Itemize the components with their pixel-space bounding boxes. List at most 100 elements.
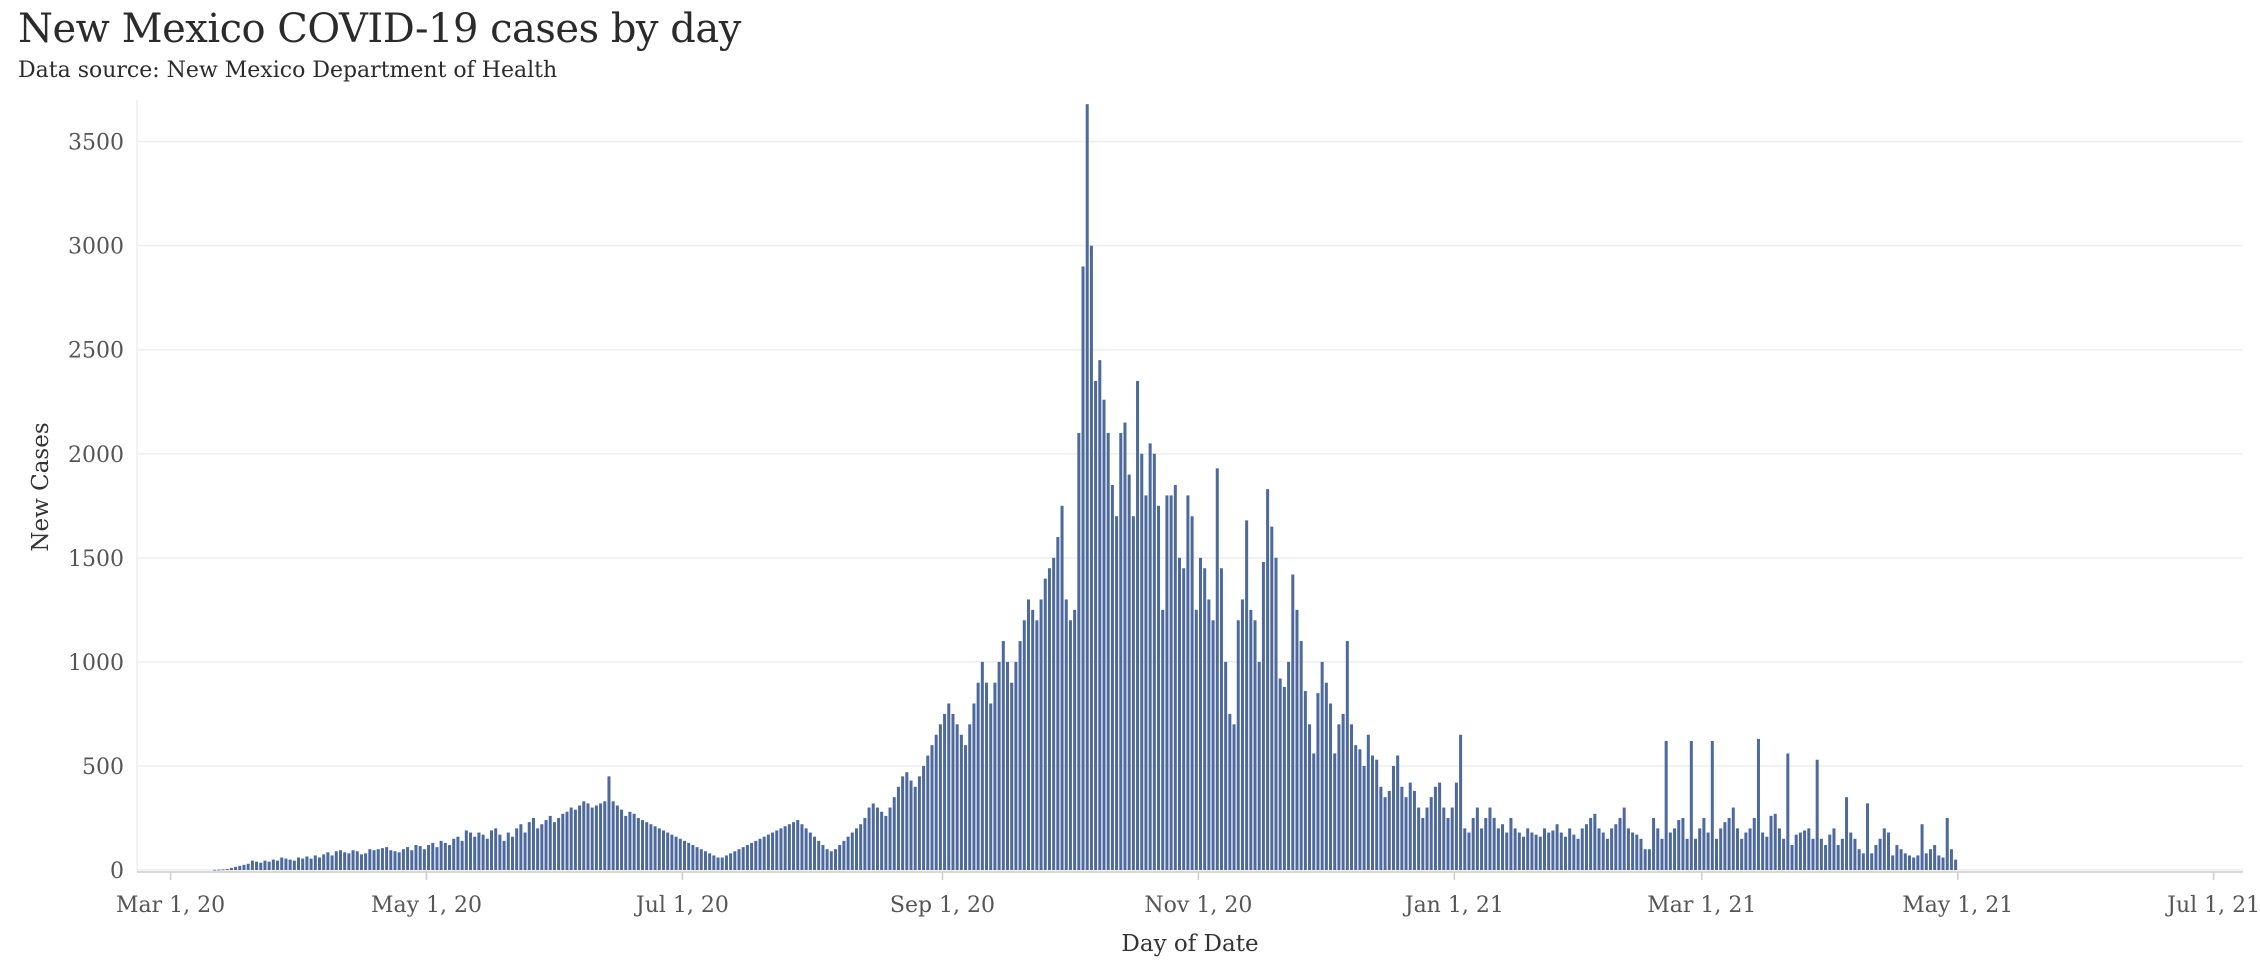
bar <box>1337 724 1341 870</box>
bar <box>1459 734 1463 870</box>
bars <box>213 104 1958 871</box>
bar <box>380 848 384 870</box>
bar <box>1421 817 1425 870</box>
bar <box>1480 828 1484 870</box>
bar <box>1882 828 1886 870</box>
bar <box>1303 691 1307 870</box>
bar <box>1777 828 1781 870</box>
bar <box>607 776 611 870</box>
x-tick-label: May 1, 21 <box>1902 893 2013 918</box>
bar <box>229 867 233 870</box>
bar <box>1538 836 1542 870</box>
bar <box>678 838 682 870</box>
bar <box>297 857 301 870</box>
bar <box>401 849 405 870</box>
bar <box>464 830 468 870</box>
bar <box>1563 836 1567 870</box>
bar <box>1706 832 1710 870</box>
bar <box>280 857 284 870</box>
bar <box>1513 828 1517 870</box>
bar <box>1819 838 1823 870</box>
bar <box>376 849 380 870</box>
bar <box>242 864 246 870</box>
bar <box>699 849 703 870</box>
bar <box>1530 832 1534 870</box>
bar <box>594 805 598 870</box>
bar <box>666 832 670 870</box>
bar <box>909 780 913 870</box>
bar <box>641 820 645 870</box>
bar <box>1119 432 1123 870</box>
bar <box>456 836 460 870</box>
bar <box>716 857 720 870</box>
bar <box>1752 817 1756 870</box>
bar <box>494 828 498 870</box>
bar <box>1576 838 1580 870</box>
bar <box>871 803 875 870</box>
bar <box>1522 836 1526 870</box>
bar <box>1803 830 1807 870</box>
bar <box>1052 557 1056 870</box>
y-axis-label: New Cases <box>28 422 54 551</box>
bar <box>674 836 678 870</box>
bar <box>1664 740 1668 870</box>
bar <box>1622 807 1626 870</box>
bar <box>1807 828 1811 870</box>
bar <box>523 832 527 870</box>
bar <box>510 836 514 870</box>
bar <box>661 830 666 870</box>
bar <box>1920 824 1924 870</box>
bar <box>1740 838 1744 870</box>
bar <box>385 847 389 870</box>
bar <box>1584 824 1588 870</box>
x-tick-label: Jul 1, 20 <box>634 893 729 918</box>
bar <box>1266 489 1270 870</box>
bar <box>804 828 808 870</box>
bar <box>1094 380 1098 870</box>
bar <box>1639 838 1643 870</box>
bar <box>393 851 397 870</box>
bar <box>213 869 217 871</box>
bar <box>1748 828 1752 870</box>
bar <box>653 826 657 870</box>
bar <box>1345 641 1349 870</box>
bar <box>1198 557 1202 870</box>
bar <box>892 797 896 870</box>
bar <box>1765 836 1769 870</box>
bar <box>901 776 905 870</box>
bar <box>1379 786 1383 870</box>
bar <box>1257 661 1261 870</box>
bar <box>1874 845 1878 870</box>
x-tick-label: Nov 1, 20 <box>1144 893 1252 918</box>
bar <box>733 851 737 870</box>
bar <box>1354 745 1358 870</box>
bar <box>1866 803 1870 870</box>
bar <box>1702 817 1706 870</box>
bar <box>1769 815 1773 870</box>
bar <box>842 840 846 870</box>
bar <box>863 817 867 870</box>
x-tick-label: Jul 1, 21 <box>2165 893 2260 918</box>
bar <box>905 772 909 870</box>
axes: 0 500 1000 1500 2000 2500 3000 3500 Mar 1, 20 May… <box>68 100 2260 918</box>
bar <box>1786 753 1790 870</box>
bar <box>838 845 842 870</box>
bar <box>1446 817 1450 870</box>
bar <box>1824 845 1828 870</box>
y-tick-label: 3000 <box>68 235 124 260</box>
y-tick-label: 3500 <box>68 131 124 156</box>
bar <box>943 713 947 870</box>
bar <box>884 815 888 870</box>
bar <box>1417 807 1421 870</box>
y-tick-label: 1000 <box>68 651 124 676</box>
bar <box>439 840 443 870</box>
bar <box>1454 782 1458 870</box>
bar <box>1647 849 1651 870</box>
bar <box>410 850 414 870</box>
bar <box>473 836 477 870</box>
bar <box>603 801 607 870</box>
bar <box>1219 568 1223 870</box>
bar <box>1316 693 1320 870</box>
bar <box>1857 849 1861 870</box>
bar <box>1719 828 1723 870</box>
